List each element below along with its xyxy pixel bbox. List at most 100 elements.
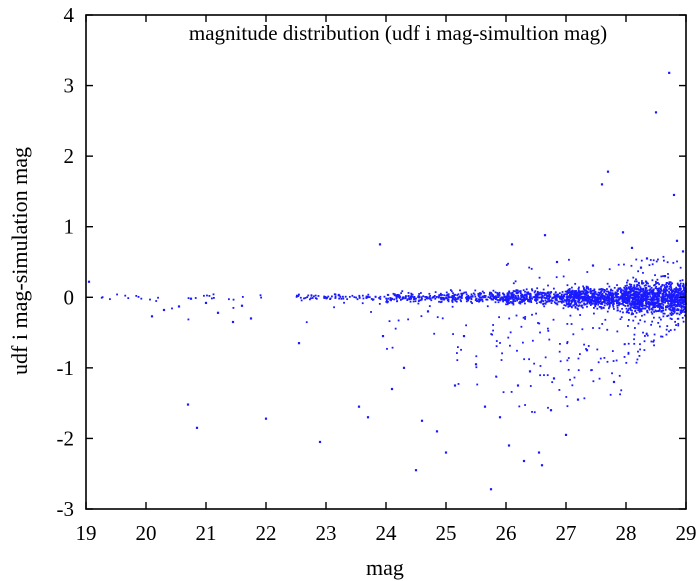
y-tick-label: 2 bbox=[64, 144, 75, 168]
data-point bbox=[610, 288, 612, 291]
data-point bbox=[590, 300, 593, 303]
data-point bbox=[668, 285, 671, 288]
data-point bbox=[631, 312, 634, 315]
data-point bbox=[642, 290, 644, 293]
data-point bbox=[558, 389, 561, 391]
data-point bbox=[540, 297, 543, 300]
data-point bbox=[637, 270, 640, 273]
data-point bbox=[635, 298, 638, 301]
data-point bbox=[508, 297, 511, 300]
data-point bbox=[663, 301, 666, 304]
data-point bbox=[503, 293, 506, 296]
data-point bbox=[516, 299, 519, 302]
data-point bbox=[581, 299, 584, 302]
data-point bbox=[634, 292, 636, 294]
data-point bbox=[449, 289, 452, 291]
data-point bbox=[635, 307, 638, 310]
data-point bbox=[657, 309, 660, 312]
data-point bbox=[656, 278, 659, 281]
data-point bbox=[569, 305, 571, 308]
data-point bbox=[631, 287, 634, 290]
data-point bbox=[515, 289, 518, 292]
data-point bbox=[582, 298, 584, 301]
data-point bbox=[558, 295, 561, 298]
data-point bbox=[583, 292, 585, 295]
data-point bbox=[502, 292, 504, 295]
data-point bbox=[586, 295, 589, 297]
data-point bbox=[502, 299, 504, 302]
data-point bbox=[648, 292, 651, 294]
data-point bbox=[666, 305, 669, 307]
data-point bbox=[632, 300, 635, 303]
data-point bbox=[603, 295, 606, 298]
data-point bbox=[557, 300, 560, 303]
data-point bbox=[645, 304, 648, 306]
data-point bbox=[645, 257, 649, 260]
data-point bbox=[665, 283, 667, 286]
data-point bbox=[642, 297, 645, 300]
data-point bbox=[611, 299, 614, 302]
data-point bbox=[628, 287, 631, 290]
data-point bbox=[608, 300, 611, 303]
data-point bbox=[670, 318, 673, 320]
data-point bbox=[626, 279, 629, 282]
data-point bbox=[627, 351, 630, 354]
data-point bbox=[679, 301, 681, 303]
data-point bbox=[495, 340, 498, 342]
data-point bbox=[414, 469, 418, 472]
data-point bbox=[669, 312, 672, 315]
data-point bbox=[135, 294, 138, 297]
data-point bbox=[386, 347, 388, 350]
data-point bbox=[583, 287, 585, 289]
data-point bbox=[667, 314, 670, 317]
data-point bbox=[494, 298, 497, 301]
data-point bbox=[672, 310, 675, 313]
data-point bbox=[437, 296, 440, 299]
data-point bbox=[356, 298, 359, 301]
data-point bbox=[640, 298, 643, 301]
data-point bbox=[596, 307, 599, 310]
data-point bbox=[633, 303, 636, 306]
data-point bbox=[337, 293, 340, 296]
data-point bbox=[438, 300, 440, 303]
data-point bbox=[630, 303, 633, 305]
data-point bbox=[232, 298, 235, 301]
data-point bbox=[640, 295, 643, 298]
data-point bbox=[616, 293, 618, 296]
data-point bbox=[204, 301, 208, 305]
data-point bbox=[642, 289, 645, 292]
data-point bbox=[665, 333, 668, 336]
data-point bbox=[535, 296, 538, 299]
data-point bbox=[636, 306, 639, 308]
y-tick-label: 1 bbox=[64, 215, 75, 239]
data-point bbox=[555, 297, 557, 300]
data-point bbox=[650, 286, 653, 289]
data-point bbox=[582, 295, 585, 298]
data-point bbox=[526, 293, 529, 295]
data-point bbox=[611, 350, 614, 352]
data-point bbox=[480, 292, 483, 295]
data-point bbox=[591, 296, 594, 299]
data-point bbox=[540, 293, 543, 296]
data-point bbox=[592, 292, 594, 295]
data-point bbox=[407, 298, 409, 301]
data-point bbox=[575, 290, 578, 292]
data-point bbox=[295, 295, 298, 298]
data-point bbox=[557, 295, 560, 298]
data-point bbox=[652, 298, 655, 301]
x-tick-label: 19 bbox=[76, 521, 97, 545]
data-point bbox=[459, 289, 461, 292]
data-point bbox=[592, 327, 594, 329]
data-point bbox=[582, 285, 585, 288]
data-point bbox=[507, 299, 510, 302]
data-point bbox=[334, 296, 337, 299]
data-point bbox=[659, 303, 662, 305]
data-point bbox=[672, 301, 675, 303]
data-point bbox=[559, 360, 562, 363]
data-point bbox=[672, 290, 675, 293]
data-point bbox=[628, 300, 631, 302]
data-point bbox=[662, 300, 665, 303]
data-point bbox=[618, 288, 620, 290]
data-point bbox=[620, 316, 623, 319]
data-point bbox=[662, 293, 665, 296]
